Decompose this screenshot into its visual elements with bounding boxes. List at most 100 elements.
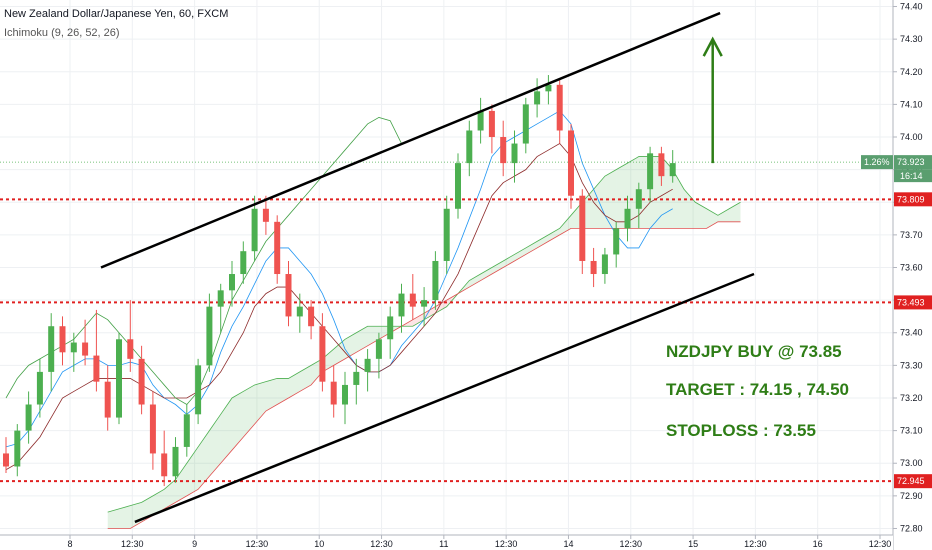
candle-body — [116, 339, 122, 418]
candle — [127, 300, 134, 372]
candle — [274, 215, 281, 284]
candle-body — [195, 365, 202, 415]
price-tick-label: 73.30 — [900, 360, 923, 370]
candle — [149, 391, 156, 470]
cloud-segment — [209, 414, 221, 477]
channel-upper-line — [100, 11, 721, 269]
candle-body — [522, 104, 529, 144]
candle — [455, 153, 461, 219]
candle — [477, 97, 484, 144]
ichimoku-cloud — [107, 156, 741, 529]
candle — [161, 430, 168, 487]
indicator-label[interactable]: Ichimoku (9, 26, 52, 26) — [4, 27, 120, 39]
candle — [172, 437, 179, 483]
price-axis[interactable]: 72.8072.9073.0073.1073.2073.3073.4073.50… — [861, 0, 932, 550]
cloud-segment — [684, 189, 696, 229]
cloud-segment — [265, 378, 278, 412]
cloud-segment — [717, 208, 730, 222]
price-tick-label: 73.40 — [900, 328, 923, 338]
candle-body — [613, 228, 620, 255]
candle-body — [387, 316, 394, 340]
candle-body — [217, 290, 224, 307]
candle-body — [36, 371, 43, 405]
cloud-segment — [412, 313, 425, 327]
countdown-label: 16:14 — [900, 171, 923, 181]
candle-body — [48, 326, 55, 372]
cloud-segment — [152, 489, 165, 516]
pct-tag — [861, 155, 893, 170]
candle — [183, 404, 190, 457]
candle — [375, 332, 382, 379]
cloud-segment — [198, 430, 210, 490]
time-tick-label: 10 — [314, 539, 324, 549]
cloud-segment — [491, 260, 504, 275]
candle-body — [342, 384, 348, 405]
channel-lower-line — [134, 272, 755, 524]
candle-body — [601, 254, 608, 275]
candle — [48, 313, 55, 392]
candle-body — [14, 430, 21, 467]
candle-body — [82, 342, 89, 356]
arrow-head — [702, 36, 723, 57]
current-price-tag — [894, 155, 932, 170]
candle — [3, 437, 9, 474]
candle-body — [285, 274, 292, 317]
time-tick-label: 12:30 — [370, 539, 393, 549]
candle-body — [568, 130, 574, 196]
candle — [296, 293, 303, 333]
time-tick-label: 12:30 — [620, 539, 643, 549]
candle-body — [579, 195, 586, 261]
price-tick-label: 73.70 — [900, 230, 923, 240]
candle-body — [658, 153, 665, 177]
stoploss-annotation: STOPLOSS : 73.55 — [666, 421, 816, 440]
candle-body — [138, 358, 145, 405]
candle-body — [172, 446, 179, 477]
candle-body — [398, 293, 405, 317]
trend-channel — [100, 11, 755, 524]
candle-body — [647, 153, 654, 190]
cloud-segment — [424, 306, 436, 320]
time-axis[interactable]: 8 12:30 9 12:30 10 12:30 11 12:30 14 12:30 15 12:30… — [0, 534, 893, 550]
candle — [59, 316, 66, 366]
cloud-segment — [548, 228, 560, 242]
candle — [217, 283, 224, 333]
candle — [206, 293, 213, 372]
price-tick-label: 74.10 — [900, 99, 923, 109]
candle-body — [511, 143, 518, 164]
candle-body — [127, 339, 134, 359]
price-tick-label: 73.00 — [900, 458, 923, 468]
candle-body — [330, 381, 337, 405]
time-tick-label: 12:30 — [869, 539, 892, 549]
candle-body — [104, 381, 111, 418]
level-tag-label: 73.493 — [897, 297, 925, 307]
cloud-segment — [537, 234, 549, 248]
candle-body — [590, 260, 597, 275]
candle — [330, 365, 337, 418]
candle-body — [3, 453, 9, 467]
candle-body — [353, 371, 360, 385]
candle-body — [500, 137, 507, 164]
candle — [658, 146, 665, 186]
candle — [534, 78, 541, 118]
candle-body — [229, 274, 235, 291]
cloud-segment — [356, 326, 368, 353]
candle — [545, 75, 552, 105]
candle — [432, 251, 439, 310]
price-tick-label: 74.20 — [900, 67, 923, 77]
candle — [601, 247, 608, 284]
time-axis-bg — [0, 535, 893, 550]
time-tick-label: 15 — [688, 539, 698, 549]
chikou-line — [5, 117, 402, 406]
candle-body — [183, 414, 190, 447]
level-tag-label: 73.809 — [897, 194, 925, 204]
cloud-segment — [514, 247, 526, 261]
price-tick-label: 74.40 — [900, 2, 923, 12]
cloud-segment — [220, 397, 232, 464]
countdown-tag — [894, 169, 932, 183]
candle-body — [443, 208, 450, 261]
cloud-segment — [367, 326, 379, 346]
level-tag-label: 72.945 — [897, 476, 925, 486]
candle-body — [669, 163, 676, 177]
candle-body — [161, 453, 168, 477]
